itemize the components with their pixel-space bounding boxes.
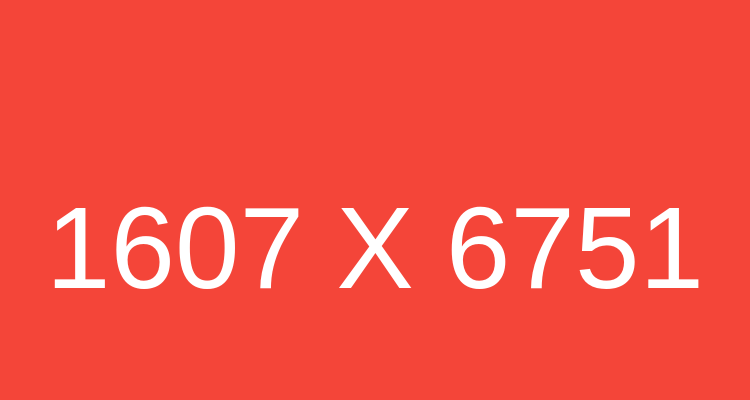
placeholder-image: 1607 X 6751 [0,0,750,400]
dimensions-label: 1607 X 6751 [46,183,704,313]
